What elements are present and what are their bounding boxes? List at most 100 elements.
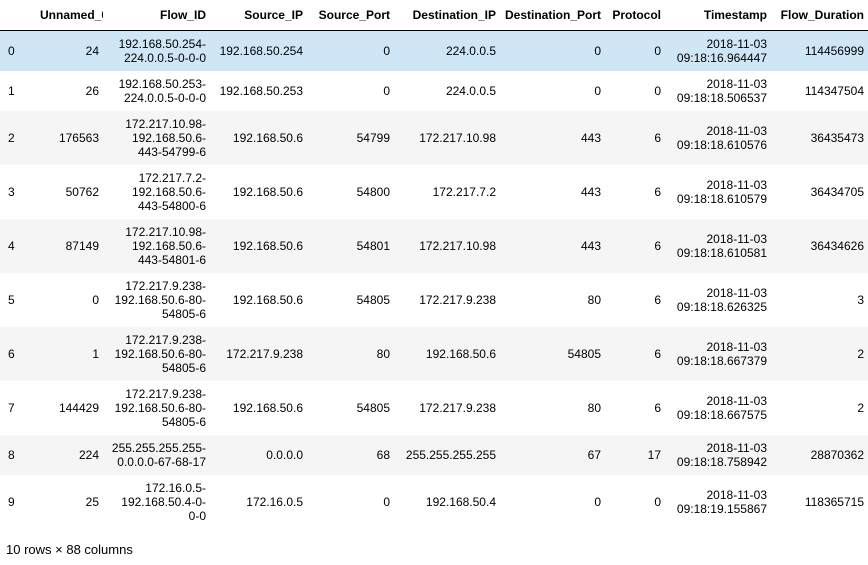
cell-destination-port: 80 [587, 400, 601, 415]
cell-line: 09:18:19.155867 [676, 501, 767, 516]
cell-line: 443-54800-6 [137, 198, 206, 213]
column-header-timestamp: Timestamp [665, 0, 771, 31]
table-row: 9 25 172.16.0.5- 192.168.50.4-0- 0-0 172.16.0… [0, 474, 868, 529]
cell-line: 192.168.50.6- [131, 238, 206, 253]
cell-source-port: 0 [383, 83, 390, 98]
cell-line: 2018-11-03 [706, 393, 768, 408]
cell-line: 192.168.50.4-0- [121, 494, 206, 509]
cell-line: 2018-11-03 [706, 177, 768, 192]
column-header-flow-id: Flow_ID [103, 0, 210, 31]
cell-flow-duration: 36435473 [810, 130, 864, 145]
cell-line: 192.168.50.6-80- [114, 400, 206, 415]
column-header-index [0, 0, 40, 31]
cell-line: 09:18:18.506537 [676, 90, 767, 105]
cell-destination-ip: 172.217.10.98 [419, 130, 496, 145]
cell-destination-port: 67 [587, 447, 601, 462]
cell-line: 09:18:18.610579 [676, 191, 767, 206]
cell-protocol: 6 [654, 346, 661, 361]
cell-destination-ip: 192.168.50.6 [425, 346, 496, 361]
table-row: 8 224 255.255.255.255- 0.0.0.0-67-68-17 0.0.… [0, 434, 868, 475]
cell-line: 2018-11-03 [706, 36, 768, 51]
cell-line: 192.168.50.6- [131, 184, 206, 199]
cell-source-ip: 192.168.50.6 [232, 238, 303, 253]
cell-destination-ip: 224.0.0.5 [445, 43, 496, 58]
row-index: 2 [8, 130, 15, 145]
cell-source-port: 54801 [356, 238, 390, 253]
cell-line: 192.168.50.6-80- [114, 346, 206, 361]
cell-destination-port: 443 [580, 184, 601, 199]
cell-source-port: 80 [376, 346, 390, 361]
cell-timestamp: 2018-11-03 09:18:18.610576 [665, 111, 771, 165]
table-row: 4 87149 172.217.10.98- 192.168.50.6- 443-548… [0, 218, 868, 273]
table-row: 0 24 192.168.50.254- 224.0.0.5-0-0-0 192.168… [0, 30, 868, 71]
cell-protocol: 6 [654, 238, 661, 253]
table-row: 1 26 192.168.50.253- 224.0.0.5-0-0-0 192.168… [0, 70, 868, 111]
cell-timestamp: 2018-11-03 09:18:18.758942 [665, 435, 771, 475]
cell-line: 2018-11-03 [706, 339, 768, 354]
cell-protocol: 6 [654, 292, 661, 307]
cell-line: 443-54801-6 [137, 252, 206, 267]
cell-line: 172.217.9.238- [125, 278, 206, 293]
table-body: 0 24 192.168.50.254- 224.0.0.5-0-0-0 192.168… [0, 30, 868, 529]
cell-flow-id: 192.168.50.254- 224.0.0.5-0-0-0 [103, 31, 210, 71]
cell-flow-id: 172.217.10.98- 192.168.50.6- 443-54799-6 [103, 111, 210, 165]
cell-source-port: 54800 [356, 184, 390, 199]
cell-line: 2018-11-03 [706, 231, 768, 246]
cell-destination-ip: 172.217.9.238 [419, 400, 496, 415]
cell-line: 172.217.7.2- [138, 170, 206, 185]
cell-source-ip: 192.168.50.254 [219, 43, 303, 58]
cell-unnamed-0: 50762 [65, 184, 99, 199]
cell-unnamed-0: 144429 [58, 400, 99, 415]
cell-protocol: 6 [654, 184, 661, 199]
shape-summary: 10 rows × 88 columns [6, 542, 133, 557]
cell-protocol: 0 [654, 43, 661, 58]
cell-flow-duration: 36434705 [810, 184, 864, 199]
column-header-flow-duration: Flow_Duration [771, 0, 868, 31]
cell-destination-ip: 172.217.10.98 [419, 238, 496, 253]
cell-destination-ip: 192.168.50.4 [425, 494, 496, 509]
cell-timestamp: 2018-11-03 09:18:18.610581 [665, 219, 771, 273]
cell-protocol: 6 [654, 130, 661, 145]
cell-flow-id: 172.16.0.5- 192.168.50.4-0- 0-0 [103, 475, 210, 529]
cell-line: 192.168.50.253- [118, 76, 206, 91]
cell-protocol: 0 [654, 83, 661, 98]
column-header-protocol: Protocol [605, 0, 665, 31]
column-header-destination-ip: Destination_IP [394, 0, 500, 31]
cell-line: 0-0 [188, 508, 206, 523]
column-header-source-port: Source_Port [307, 0, 394, 31]
cell-destination-port: 0 [594, 83, 601, 98]
cell-timestamp: 2018-11-03 09:18:18.667379 [665, 327, 771, 381]
cell-flow-duration: 28870362 [810, 447, 864, 462]
cell-protocol: 17 [647, 447, 661, 462]
cell-flow-id: 172.217.7.2- 192.168.50.6- 443-54800-6 [103, 165, 210, 219]
cell-source-ip: 192.168.50.6 [232, 400, 303, 415]
cell-line: 09:18:18.610581 [676, 245, 767, 260]
cell-timestamp: 2018-11-03 09:18:18.667575 [665, 381, 771, 435]
cell-source-port: 54805 [356, 292, 390, 307]
cell-destination-ip: 255.255.255.255 [405, 447, 496, 462]
cell-flow-duration: 36434626 [810, 238, 864, 253]
cell-source-ip: 172.16.0.5 [246, 494, 303, 509]
cell-timestamp: 2018-11-03 09:18:18.506537 [665, 71, 771, 111]
table-row: 6 1 172.217.9.238- 192.168.50.6-80- 54805-6 1… [0, 326, 868, 381]
cell-unnamed-0: 25 [85, 494, 99, 509]
cell-flow-id: 192.168.50.253- 224.0.0.5-0-0-0 [103, 71, 210, 111]
cell-source-port: 54805 [356, 400, 390, 415]
cell-line: 255.255.255.255- [111, 440, 206, 455]
cell-line: 54805-6 [161, 414, 206, 429]
cell-line: 09:18:18.667575 [676, 407, 767, 422]
cell-timestamp: 2018-11-03 09:18:16.964447 [665, 31, 771, 71]
cell-line: 2018-11-03 [706, 123, 768, 138]
cell-line: 172.217.9.238- [125, 386, 206, 401]
cell-line: 54805-6 [161, 360, 206, 375]
cell-flow-id: 172.217.9.238- 192.168.50.6-80- 54805-6 [103, 327, 210, 381]
cell-line: 09:18:18.758942 [676, 454, 767, 469]
cell-unnamed-0: 24 [85, 43, 99, 58]
cell-line: 192.168.50.6- [131, 130, 206, 145]
cell-source-ip: 172.217.9.238 [226, 346, 303, 361]
cell-line: 2018-11-03 [706, 285, 768, 300]
cell-flow-id: 172.217.9.238- 192.168.50.6-80- 54805-6 [103, 381, 210, 435]
cell-destination-ip: 172.217.9.238 [419, 292, 496, 307]
cell-destination-ip: 224.0.0.5 [445, 83, 496, 98]
